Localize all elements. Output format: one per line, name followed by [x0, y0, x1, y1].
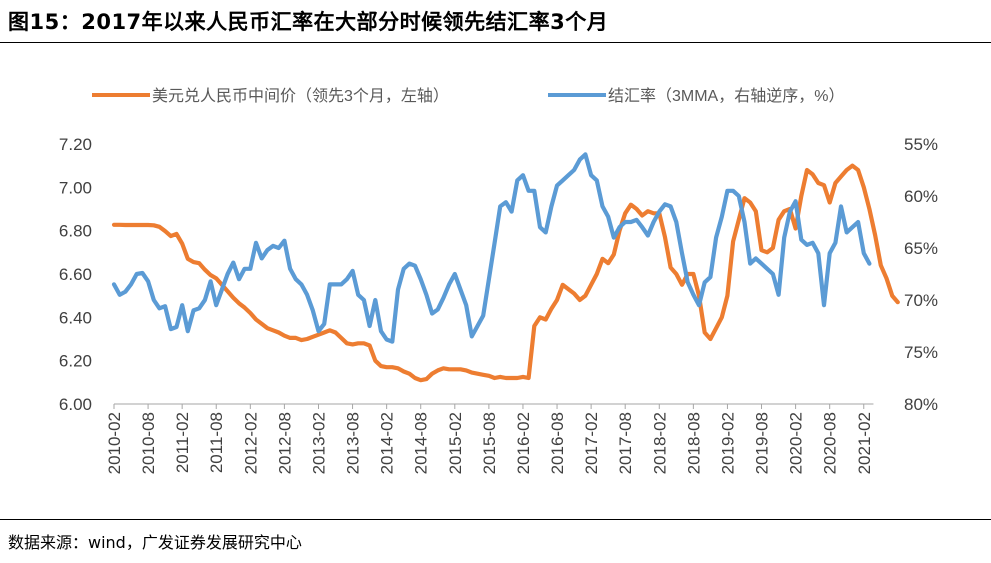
left-axis-tick-label: 6.60 [59, 265, 92, 284]
right-axis-tick-label: 65% [904, 239, 938, 258]
right-axis-tick-label: 75% [904, 343, 938, 362]
x-axis-tick-label: 2013-02 [309, 412, 328, 474]
chart-legend: 美元兑人民币中间价（领先3个月，左轴） 结汇率（3MMA，右轴逆序，%） [92, 87, 844, 105]
x-axis-tick-label: 2017-08 [616, 412, 635, 474]
x-axis: 2010-02 2010-08 2011-02 2011-08 2012-02 2012-… [105, 403, 874, 474]
x-axis-tick-label: 2010-08 [139, 412, 158, 474]
x-axis-tick-label: 2015-08 [480, 412, 499, 474]
right-axis-tick-label: 55% [904, 135, 938, 154]
x-axis-tick-label: 2013-08 [344, 412, 363, 474]
x-axis-tick-label: 2011-08 [207, 412, 226, 473]
series-line-settlement-rate [111, 152, 872, 344]
right-axis-tick-label: 80% [904, 395, 938, 414]
x-axis-tick-label: 2011-02 [173, 412, 192, 473]
left-axis-tick-label: 6.80 [59, 222, 92, 241]
x-axis-tick-label: 2014-08 [412, 412, 431, 474]
x-axis-tick-label: 2010-02 [105, 412, 124, 474]
legend-label-settlement-rate: 结汇率（3MMA，右轴逆序，%） [608, 87, 844, 105]
left-axis-tick-label: 6.00 [59, 395, 92, 414]
left-axis-tick-label: 7.00 [59, 178, 92, 197]
source-rule [0, 519, 991, 520]
figure-title: 图15：2017年以来人民币汇率在大部分时候领先结汇率3个月 [8, 10, 609, 34]
series-layer [111, 152, 900, 383]
x-axis-tick-label: 2020-02 [787, 412, 806, 474]
x-axis-tick-label: 2020-08 [821, 412, 840, 474]
left-axis-tick-label: 6.20 [59, 352, 92, 371]
x-axis-tick-label: 2015-02 [446, 412, 465, 474]
x-axis-tick-label: 2021-02 [855, 412, 874, 474]
left-axis-ticks: 6.00 6.20 6.40 6.60 6.80 7.00 7.20 [59, 135, 92, 414]
right-axis-ticks: 55% 60% 65% 70% 75% 80% [904, 135, 938, 414]
source-note: 数据来源：wind，广发证券发展研究中心 [8, 533, 302, 552]
dual-axis-line-chart: 美元兑人民币中间价（领先3个月，左轴） 结汇率（3MMA，右轴逆序，%） 6.0… [59, 87, 938, 474]
right-axis-tick-label: 70% [904, 291, 938, 310]
series-line-usdcny [111, 163, 900, 383]
x-axis-tick-label: 2012-02 [241, 412, 260, 474]
left-axis-tick-label: 6.40 [59, 308, 92, 327]
x-axis-tick-label: 2019-08 [753, 412, 772, 474]
legend-label-usdcny: 美元兑人民币中间价（领先3个月，左轴） [152, 87, 449, 105]
x-axis-tick-label: 2012-08 [275, 412, 294, 474]
x-axis-tick-label: 2018-08 [684, 412, 703, 474]
x-axis-tick-label: 2018-02 [650, 412, 669, 474]
x-axis-tick-label: 2016-08 [548, 412, 567, 474]
right-axis-tick-label: 60% [904, 187, 938, 206]
x-axis-tick-label: 2014-02 [378, 412, 397, 474]
left-axis-tick-label: 7.20 [59, 135, 92, 154]
x-axis-tick-label: 2016-02 [514, 412, 533, 474]
x-axis-tick-label: 2019-02 [718, 412, 737, 474]
title-rule [0, 42, 991, 43]
x-axis-tick-label: 2017-02 [582, 412, 601, 474]
